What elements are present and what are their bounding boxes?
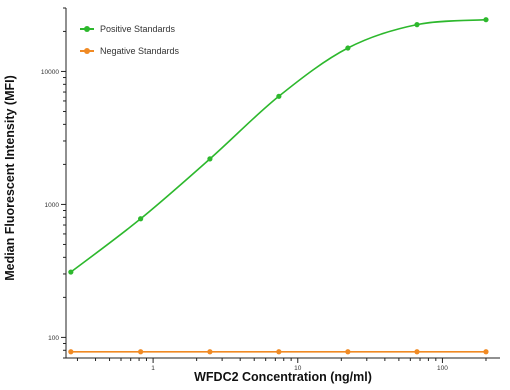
x-tick-label: 1	[151, 365, 155, 372]
data-point-negative	[345, 349, 351, 355]
data-point-positive	[414, 22, 420, 28]
data-point-positive	[138, 216, 144, 222]
legend-dot-positive	[84, 26, 90, 32]
x-tick-label: 10	[294, 365, 302, 372]
legend-swatch-positive	[80, 24, 94, 34]
legend-label-positive: Positive Standards	[100, 24, 176, 34]
data-point-positive	[345, 45, 351, 51]
data-point-negative	[68, 349, 74, 355]
legend-item-negative: Negative Standards	[80, 44, 179, 58]
y-tick-label: 1000	[45, 202, 60, 209]
x-tick-label: 100	[437, 365, 448, 372]
data-point-negative	[414, 349, 420, 355]
legend-item-positive: Positive Standards	[80, 22, 179, 36]
data-point-negative	[483, 349, 489, 355]
data-point-negative	[138, 349, 144, 355]
legend-label-negative: Negative Standards	[100, 46, 180, 56]
y-tick-label: 10000	[41, 69, 59, 76]
legend-dot-negative	[84, 48, 90, 54]
y-axis-title-text: Median Fluorescent Intensity (MFI)	[3, 75, 17, 281]
data-point-negative	[207, 349, 213, 355]
legend-swatch-negative	[80, 46, 94, 56]
x-ticks: 1 10 100	[76, 358, 487, 372]
series-layer	[68, 17, 489, 355]
y-ticks: 100 1000 10000	[41, 7, 66, 359]
legend: Positive Standards Negative Standards	[80, 22, 179, 66]
y-tick-label: 100	[48, 335, 59, 342]
data-point-positive	[483, 17, 489, 23]
x-axis-title: WFDC2 Concentration (ng/ml)	[194, 370, 372, 384]
data-point-positive	[276, 93, 282, 99]
data-point-positive	[68, 269, 74, 275]
data-point-negative	[276, 349, 282, 355]
data-point-positive	[207, 156, 213, 162]
